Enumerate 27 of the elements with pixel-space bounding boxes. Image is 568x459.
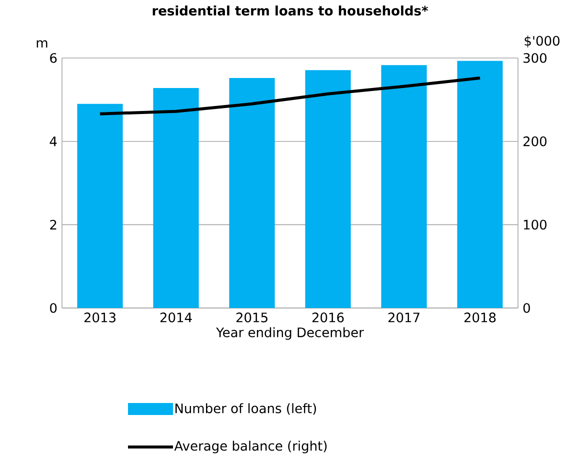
bar xyxy=(77,104,123,308)
line-series xyxy=(98,76,482,116)
bar xyxy=(229,78,275,308)
y-tick-label: 0 xyxy=(50,303,57,313)
x-tick-label: 2013 xyxy=(84,312,116,322)
bar xyxy=(153,88,199,308)
x-tick-label: 2016 xyxy=(312,312,344,322)
bar xyxy=(457,60,503,308)
y-axis-title: m xyxy=(36,40,48,48)
chart-title: residential term loans to households* xyxy=(152,6,428,16)
legend-label: Number of loans (left) xyxy=(175,403,316,415)
x-axis-title: Year ending December xyxy=(216,327,364,340)
y2-tick-label: 100 xyxy=(524,220,546,230)
x-tick-label: 2014 xyxy=(160,312,192,322)
x-tick-label: 2018 xyxy=(464,312,496,322)
bar xyxy=(305,70,351,308)
y-tick-label: 6 xyxy=(50,53,57,63)
x-tick-label: 2015 xyxy=(236,312,268,322)
bar xyxy=(381,65,427,308)
y2-tick-label: 300 xyxy=(524,53,546,63)
x-tick-label: 2017 xyxy=(388,312,420,322)
y-tick-label: 2 xyxy=(50,220,56,230)
y2-tick-label: 200 xyxy=(523,136,546,146)
y2-axis-title: $'000 xyxy=(524,36,560,48)
y2-tick-label: 0 xyxy=(523,303,530,313)
y-tick-label: 4 xyxy=(50,136,57,146)
legend-label: Average balance (right) xyxy=(174,440,327,454)
